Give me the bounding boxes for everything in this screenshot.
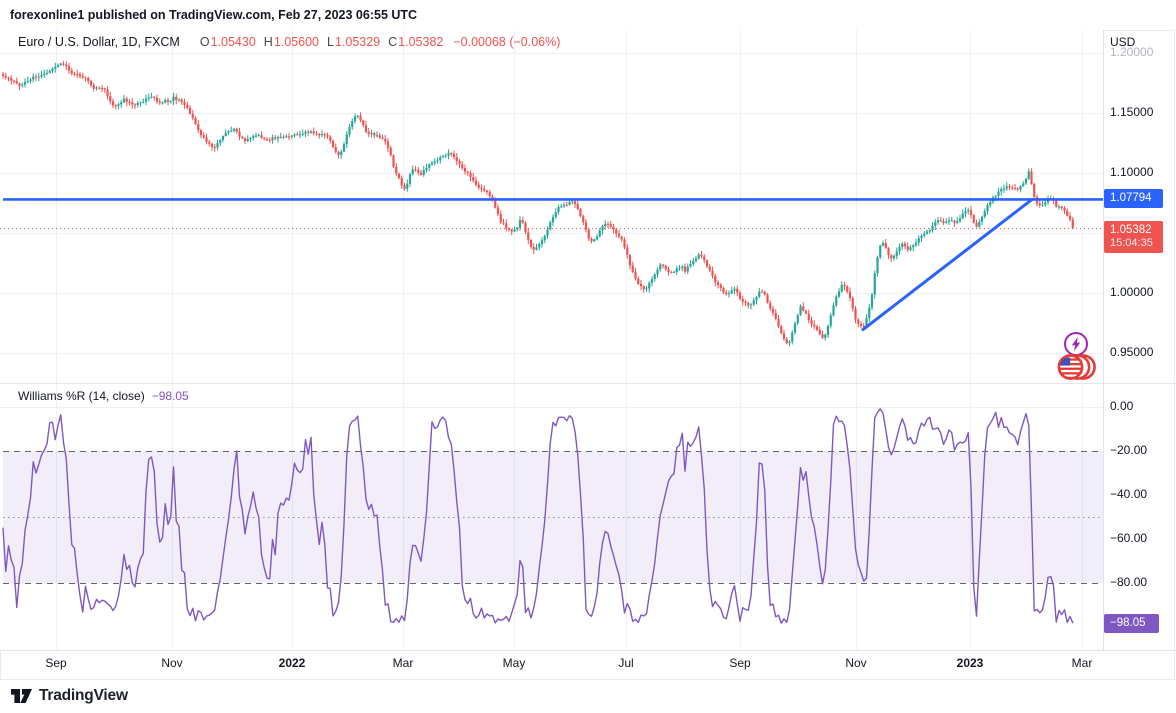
price-tick-label: 1.20000 [1110,45,1154,59]
wpr-tick-label: −80.00 [1110,575,1148,589]
price-tick-label: 1.00000 [1110,285,1154,299]
high-label: H [263,35,273,49]
footer: TradingView [0,681,1176,713]
hline-price-label: 1.07794 [1104,189,1163,209]
price-axis-border [1103,30,1104,650]
time-tick-label: Nov [845,656,867,670]
brand-name: TradingView [39,687,128,704]
indicator-value: −98.05 [151,389,189,403]
price-tick-label: 0.95000 [1110,345,1154,359]
time-tick-label: 2023 [956,656,984,670]
price-tick-label: 1.10000 [1110,165,1154,179]
time-tick-label: 2022 [278,656,306,670]
time-axis[interactable]: Sep Nov 2022 Mar May Jul Sep Nov 2023 Mar [0,650,1103,680]
publisher-line: forexonline1 published on TradingView.co… [10,8,418,22]
time-tick-label: Jul [618,656,634,670]
symbol-legend[interactable]: Euro / U.S. Dollar, 1D, FXCM O 1.05430 H 1.0… [18,35,560,49]
time-axis-border [0,650,1176,651]
time-tick-label: Mar [392,656,414,670]
tradingview-logo-icon [11,689,32,703]
open-value: 1.05430 [210,35,256,49]
open-label: O [199,35,210,49]
axis-currency-label: USD [1110,35,1136,49]
usd-coins-icon [1057,354,1096,380]
close-label: C [388,35,398,49]
change-value: −0.00068 (−0.06%) [453,35,561,49]
time-tick-label: Nov [161,656,183,670]
price-axis[interactable]: USD 1.07794 1.05382 15:04:35 −98.05 1.20… [1103,30,1176,650]
time-tick-label: May [502,656,526,670]
wpr-tick-label: −60.00 [1110,531,1148,545]
wpr-tick-label: −20.00 [1110,443,1148,457]
tradingview-brand-link[interactable]: TradingView [10,686,128,706]
wpr-tick-label: 0.00 [1110,399,1134,413]
last-price-label: 1.05382 15:04:35 [1104,220,1163,253]
close-value: 1.05382 [398,35,444,49]
low-label: L [327,35,334,49]
low-value: 1.05329 [334,35,381,49]
symbol-title[interactable]: Euro / U.S. Dollar, 1D, FXCM [18,35,180,49]
indicator-legend[interactable]: Williams %R (14, close) −98.05 [18,389,189,403]
wpr-tick-label: −40.00 [1110,487,1148,501]
last-price-value: 1.05382 [1110,223,1152,236]
price-tick-label: 1.15000 [1110,105,1154,119]
bar-countdown: 15:04:35 [1110,236,1153,249]
time-tick-label: Sep [45,656,67,670]
time-tick-label: Mar [1071,656,1093,670]
indicator-title[interactable]: Williams %R (14, close) [18,389,145,403]
time-tick-label: Sep [729,656,751,670]
price-chart-canvas[interactable] [0,30,1103,650]
wpr-value-label: −98.05 [1104,613,1159,633]
pane-separator[interactable] [0,383,1176,384]
high-value: 1.05600 [273,35,319,49]
